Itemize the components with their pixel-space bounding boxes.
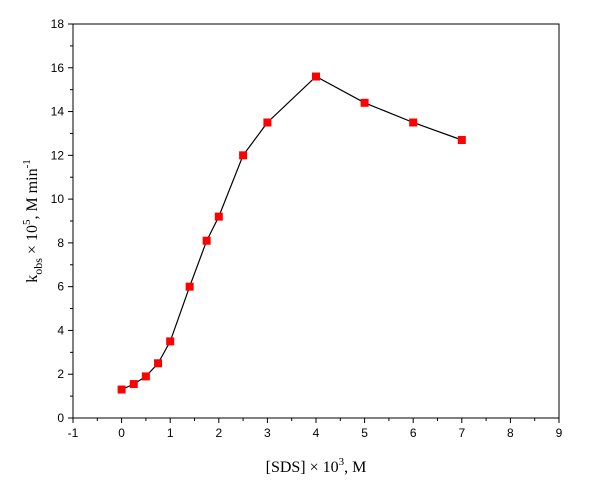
data-point-marker <box>166 337 175 346</box>
y-tick-label: 4 <box>57 323 64 337</box>
y-axis-label-mid: × 10 <box>24 225 41 258</box>
plot-frame <box>72 23 560 419</box>
x-axis-label-sup: 3 <box>339 456 345 468</box>
x-tick-label: 1 <box>167 426 174 440</box>
data-point-marker <box>409 118 418 127</box>
x-tick-label: 7 <box>458 426 465 440</box>
x-tick-label: 0 <box>118 426 125 440</box>
x-tick-label: 3 <box>264 426 271 440</box>
y-axis-label-sup1: 5 <box>21 219 33 225</box>
series-layer <box>117 72 466 394</box>
data-point-marker <box>129 380 138 389</box>
x-tick-label: 5 <box>361 426 368 440</box>
x-tick-label: 9 <box>556 426 563 440</box>
x-axis-label: [SDS] × 103, M <box>266 456 367 476</box>
y-tick-label: 8 <box>57 236 64 250</box>
x-tick-label: 2 <box>215 426 222 440</box>
x-tick-label: -1 <box>68 426 79 440</box>
y-axis-label-unit: , M min <box>24 168 41 219</box>
x-axis-label-post: , M <box>344 459 366 476</box>
data-point-marker <box>141 372 150 381</box>
x-tick-label: 8 <box>507 426 514 440</box>
x-axis-ticks: -1 0 1 2 3 4 5 6 7 8 9 <box>68 418 563 440</box>
y-tick-label: 10 <box>51 192 65 206</box>
y-tick-label: 18 <box>51 17 65 31</box>
y-axis-ticks: 0 2 4 6 8 10 12 14 16 18 <box>51 17 73 425</box>
data-point-marker <box>185 282 194 291</box>
y-axis-label-sub: obs <box>31 258 45 275</box>
y-axis-label: kobs × 105, M min-1 <box>21 159 45 283</box>
data-point-marker <box>117 385 126 394</box>
data-point-marker <box>360 98 369 107</box>
x-tick-label: 4 <box>313 426 320 440</box>
data-point-marker <box>312 72 320 81</box>
data-point-marker <box>202 236 211 245</box>
y-tick-label: 0 <box>57 411 64 425</box>
x-axis-label-pre: [SDS] × 10 <box>266 459 339 476</box>
y-axis-label-k: k <box>24 275 41 283</box>
data-point-marker <box>214 212 223 221</box>
y-tick-label: 2 <box>57 367 64 381</box>
data-point-marker <box>154 359 163 368</box>
y-axis-label-sup2: -1 <box>21 159 33 168</box>
data-point-marker <box>457 136 466 145</box>
y-tick-label: 16 <box>51 61 65 75</box>
x-tick-label: 6 <box>410 426 417 440</box>
y-tick-label: 12 <box>51 148 65 162</box>
y-tick-label: 6 <box>57 280 64 294</box>
data-point-marker <box>263 118 272 127</box>
data-point-marker <box>239 151 248 160</box>
y-tick-label: 14 <box>51 105 65 119</box>
